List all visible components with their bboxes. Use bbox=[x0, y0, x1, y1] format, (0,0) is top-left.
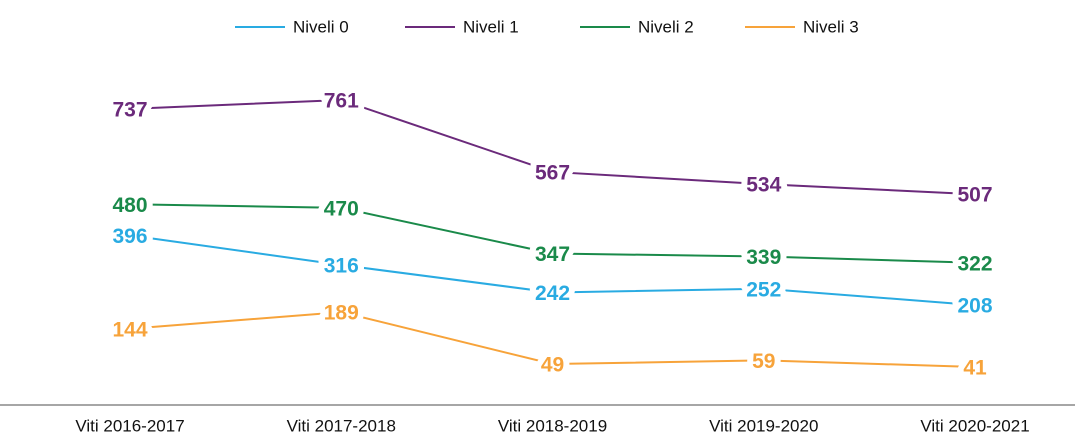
x-tick-label: Viti 2020-2021 bbox=[920, 416, 1029, 435]
data-label: 347 bbox=[535, 243, 570, 266]
data-label: 534 bbox=[746, 174, 781, 197]
legend-label: Niveli 0 bbox=[293, 17, 349, 36]
data-label: 189 bbox=[324, 302, 359, 325]
x-tick-label: Viti 2016-2017 bbox=[75, 416, 184, 435]
data-label: 322 bbox=[957, 252, 992, 275]
data-label: 208 bbox=[957, 295, 992, 318]
data-label: 507 bbox=[957, 184, 992, 207]
data-label: 761 bbox=[324, 90, 359, 113]
x-tick-label: Viti 2017-2018 bbox=[287, 416, 396, 435]
series-line bbox=[129, 234, 976, 307]
data-label: 470 bbox=[324, 197, 359, 220]
data-label: 41 bbox=[963, 357, 987, 380]
data-label: 567 bbox=[535, 161, 570, 184]
series-line bbox=[129, 203, 976, 264]
data-label: 59 bbox=[752, 350, 775, 373]
legend-label: Niveli 3 bbox=[803, 17, 859, 36]
data-label: 49 bbox=[541, 354, 564, 377]
series-line bbox=[129, 311, 976, 368]
data-label: 316 bbox=[324, 255, 359, 278]
legend-label: Niveli 1 bbox=[463, 17, 519, 36]
x-tick-label: Viti 2018-2019 bbox=[498, 416, 607, 435]
data-label: 144 bbox=[112, 318, 147, 341]
data-label: 242 bbox=[535, 282, 570, 305]
x-tick-label: Viti 2019-2020 bbox=[709, 416, 818, 435]
legend-label: Niveli 2 bbox=[638, 17, 694, 36]
data-label: 737 bbox=[112, 98, 147, 121]
series-line bbox=[129, 98, 976, 196]
data-label: 480 bbox=[112, 194, 147, 217]
data-label: 339 bbox=[746, 246, 781, 269]
data-label: 396 bbox=[112, 225, 147, 248]
data-label: 252 bbox=[746, 278, 781, 301]
